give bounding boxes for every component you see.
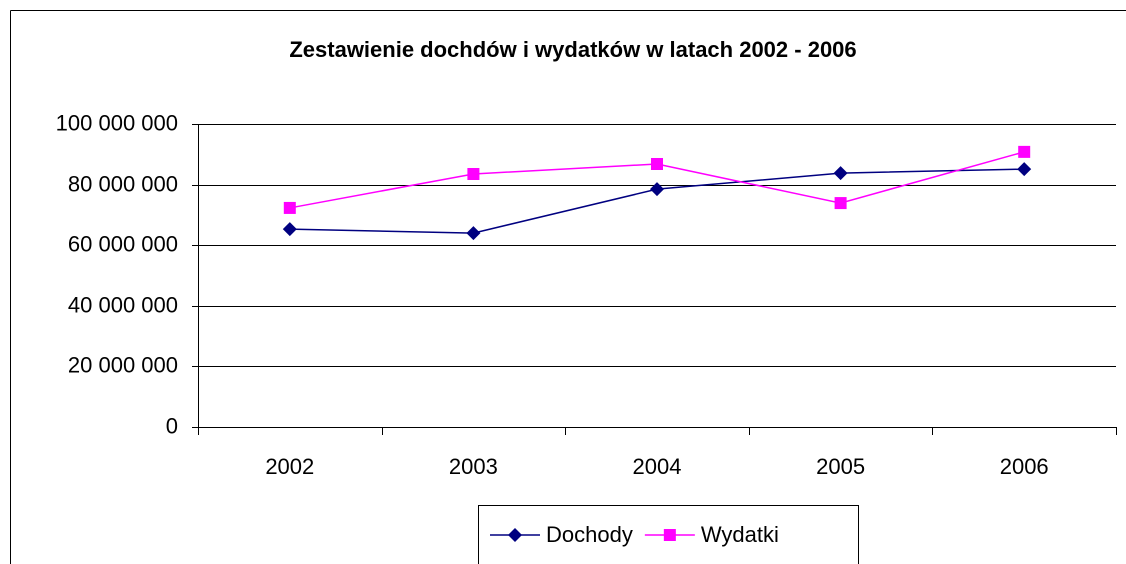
data-point — [651, 157, 663, 170]
data-point — [466, 226, 481, 241]
data-point — [650, 182, 664, 197]
data-point — [1017, 162, 1032, 177]
legend-marker — [663, 529, 676, 541]
x-tick-label: 2005 — [816, 454, 865, 479]
data-point — [833, 166, 848, 181]
y-tick-label: 40 000 000 — [68, 292, 178, 317]
x-tick-label: 2006 — [1000, 454, 1049, 479]
x-tick-label: 2002 — [265, 454, 314, 479]
y-tick-label: 60 000 000 — [68, 231, 178, 256]
data-point — [283, 201, 296, 214]
data-point — [282, 222, 297, 237]
legend-label: Dochody — [546, 522, 633, 547]
data-point — [834, 197, 847, 210]
chart-title: Zestawienie dochdów i wydatków w latach … — [289, 37, 856, 62]
legend-marker — [508, 528, 522, 542]
legend-label: Wydatki — [701, 522, 779, 547]
y-tick-label: 20 000 000 — [68, 352, 178, 377]
y-tick-label: 80 000 000 — [68, 171, 178, 196]
y-tick-label: 0 — [166, 413, 178, 438]
x-tick-label: 2004 — [633, 454, 682, 479]
data-point — [1018, 145, 1031, 158]
x-tick-label: 2003 — [449, 454, 498, 479]
data-point — [467, 167, 480, 180]
y-tick-label: 100 000 000 — [56, 110, 178, 135]
series-line — [289, 168, 1025, 234]
